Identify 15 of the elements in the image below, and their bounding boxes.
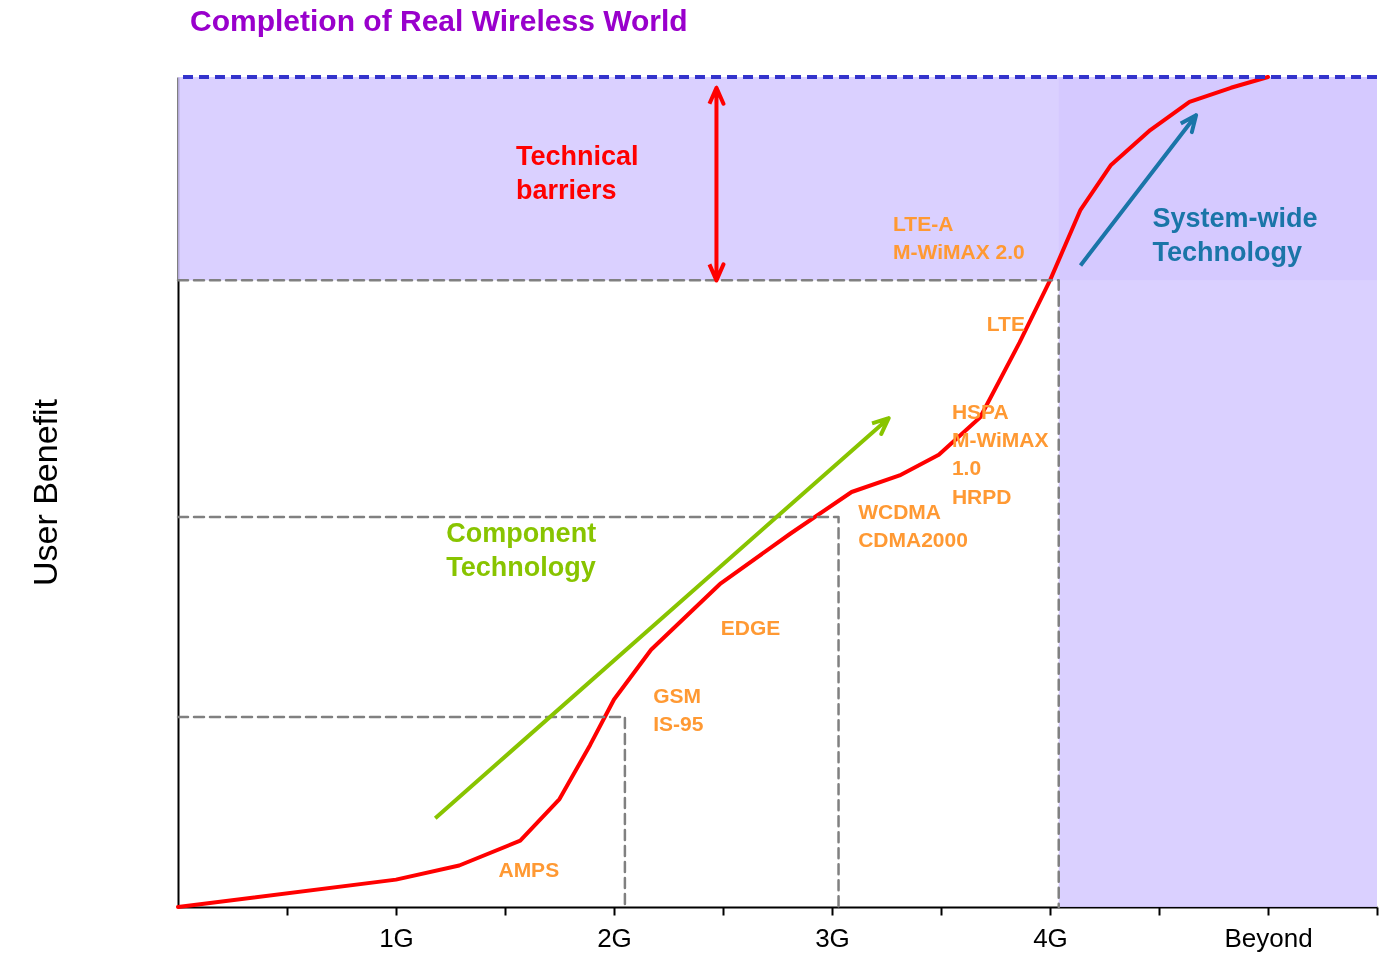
y-axis-title: User Benefit xyxy=(25,398,64,587)
annotation: GSM IS-95 xyxy=(653,684,704,736)
annotation: LTE xyxy=(986,312,1025,336)
annotation: Technical barriers xyxy=(515,141,639,206)
annotation: AMPS xyxy=(498,857,560,881)
x-tick-label: Beyond xyxy=(1224,922,1313,953)
annotation: System-wide Technology xyxy=(1152,202,1318,267)
annotation: LTE-A M-WiMAX 2.0 xyxy=(893,211,1025,263)
x-tick-label: 2G xyxy=(597,922,632,953)
x-tick-label: 3G xyxy=(815,922,850,953)
x-tick-label: 4G xyxy=(1033,922,1068,953)
annotation: Component Technology xyxy=(446,518,597,583)
annotation: EDGE xyxy=(720,616,781,640)
x-tick-label: 1G xyxy=(379,922,414,953)
chart-title: Completion of Real Wireless World xyxy=(190,4,688,37)
